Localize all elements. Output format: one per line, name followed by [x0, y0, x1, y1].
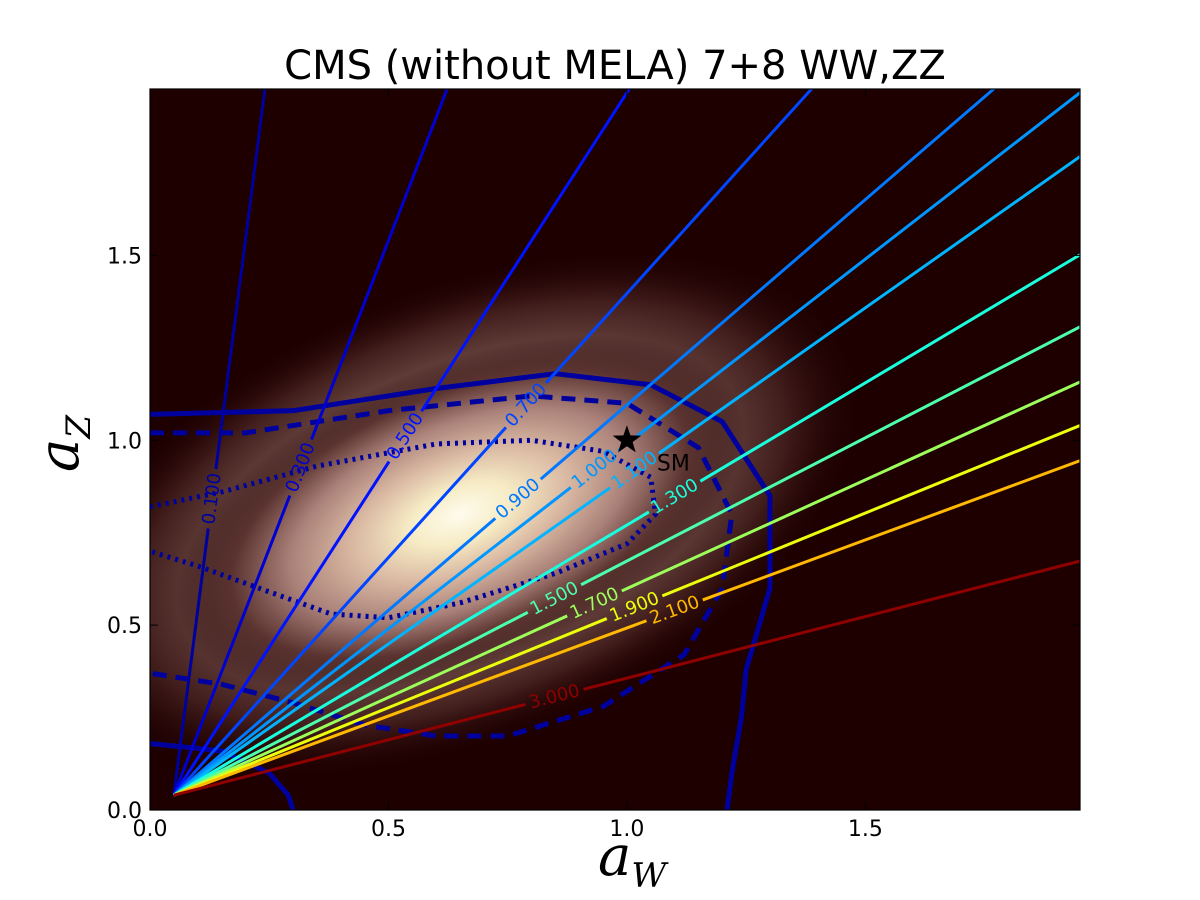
sm-label: SM — [657, 451, 690, 476]
sm-star-marker — [612, 425, 642, 453]
x-axis-ticks: 0.0 0.5 1.0 1.5 — [133, 89, 883, 842]
confidence-contours — [150, 371, 773, 810]
ratio-line-3.000-segment-a — [173, 702, 526, 797]
plot-area: 0.1000.3000.5000.7000.9001.0001.1001.300… — [150, 89, 1080, 810]
y-tick-label: 1.0 — [107, 429, 142, 454]
ratio-line-0.500-segment-a — [172, 460, 391, 797]
ratio-line-1.100-segment-b — [658, 154, 1080, 455]
ratio-line-0.300-segment-a — [172, 494, 292, 796]
ratio-line-0.900-segment-a — [172, 517, 497, 797]
y-axis-label-main: a — [27, 439, 92, 472]
sm-marker-group: SM — [612, 425, 690, 476]
y-tick-label: 0.5 — [107, 614, 142, 639]
x-tick-label: 1.0 — [609, 817, 644, 842]
ratio-line-2.100-segment-a — [173, 619, 647, 797]
x-axis-label-main: a — [598, 824, 631, 889]
confidence-contour-dashed-1 — [150, 393, 735, 739]
ratio-line-1.300-segment-b — [699, 253, 1080, 483]
ratio-line-0.100-segment-a — [172, 528, 210, 796]
ratio-line-0.900-segment-b — [539, 89, 996, 481]
ratio-line-0.700-segment-b — [545, 89, 814, 384]
y-axis-ticks: 0.0 0.5 1.0 1.5 — [107, 244, 1080, 824]
x-tick-label: 1.5 — [848, 817, 883, 842]
ratio-line-1.000-segment-a — [172, 486, 572, 797]
confidence-contour-solid-2 — [150, 371, 773, 810]
ratio-line-0.100-segment-b — [214, 89, 267, 470]
ratio-line-1.900-segment-b — [661, 423, 1080, 598]
y-axis-label: aZ — [27, 414, 99, 472]
ratio-line-1.300-segment-a — [173, 510, 650, 797]
confidence-contour-dotted-0 — [150, 437, 659, 621]
ratio-line-1.900-segment-a — [173, 617, 608, 797]
ratio-line-0.500-segment-b — [420, 89, 632, 412]
x-axis-label: aW — [598, 824, 669, 896]
confidence-contour-solid-3 — [150, 740, 296, 810]
ratio-line-3.000-segment-b — [583, 559, 1080, 691]
ratio-line-0.300-segment-b — [310, 89, 449, 441]
chart-title: CMS (without MELA) 7+8 WW,ZZ — [284, 43, 946, 89]
ratio-line-1.700-segment-a — [173, 614, 568, 797]
y-tick-label: 1.5 — [107, 244, 142, 269]
x-tick-label: 0.5 — [371, 817, 406, 842]
ratio-line-1.700-segment-b — [621, 380, 1080, 593]
plot-frame — [149, 88, 1081, 811]
ratio-line-1.500-segment-b — [580, 325, 1080, 587]
y-axis-label-sub: Z — [59, 414, 99, 440]
ratio-line-1.000-segment-b — [617, 90, 1080, 452]
ratio-line-1.100-segment-a — [172, 486, 611, 797]
ratio-line-1.500-segment-a — [173, 610, 529, 797]
ratio-line-0.700-segment-a — [172, 426, 508, 797]
y-tick-label: 0.0 — [107, 799, 142, 824]
ratio-line-2.100-segment-b — [702, 459, 1080, 602]
x-axis-label-sub: W — [631, 856, 669, 896]
x-tick-label: 0.0 — [133, 817, 168, 842]
